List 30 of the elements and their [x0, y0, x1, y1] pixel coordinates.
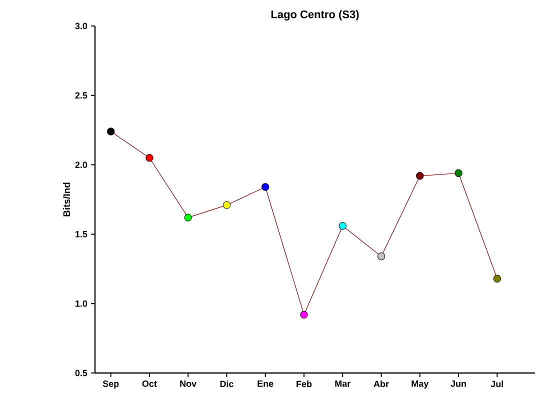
point — [184, 214, 192, 222]
y-tick-label: 2.0 — [75, 162, 88, 168]
point — [493, 274, 501, 282]
x-tick-label: Nov — [180, 380, 197, 387]
x-tick-label: Dic — [220, 380, 234, 388]
y-axis-title: Bits/Ind — [63, 182, 70, 216]
point — [146, 154, 154, 162]
x-tick-label: Oct — [142, 380, 157, 387]
point — [377, 252, 386, 260]
point — [222, 201, 231, 209]
point — [338, 222, 346, 230]
x-tick-label: Jun — [450, 380, 466, 387]
x-tick-label: Jul — [490, 380, 504, 388]
point — [262, 183, 270, 191]
point — [106, 128, 115, 136]
point — [416, 172, 424, 180]
y-tick-label: 0.5 — [75, 370, 88, 376]
y-tick-label: 1.5 — [76, 231, 88, 238]
chart-title: Lago Centro (S3) — [271, 10, 359, 20]
point — [454, 169, 462, 177]
y-tick-label: 1.0 — [76, 300, 88, 307]
x-tick-label: Abr — [374, 380, 389, 388]
y-tick-label: 2.5 — [75, 92, 88, 99]
x-tick-label: Sep — [102, 380, 119, 389]
x-tick-label: Mar — [335, 380, 350, 387]
point — [300, 310, 308, 319]
y-tick-label: 3.0 — [75, 22, 88, 30]
x-tick-label: May — [412, 380, 429, 389]
x-tick-label: Feb — [296, 380, 312, 388]
x-tick-label: Ene — [258, 380, 274, 387]
